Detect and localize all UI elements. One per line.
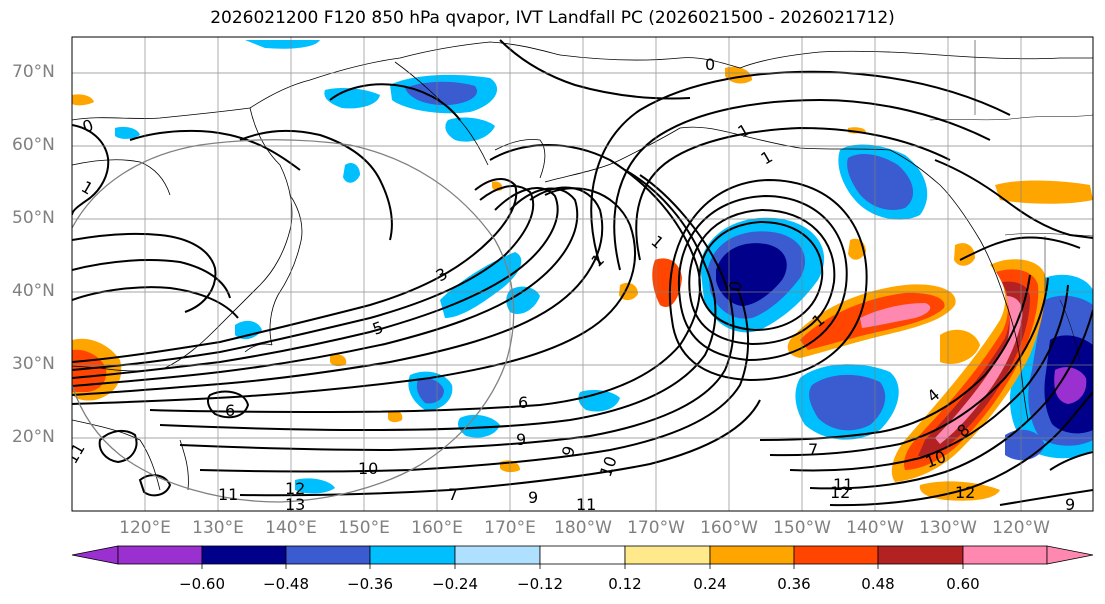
negative-anomaly-patch xyxy=(115,126,140,139)
lon-label: 130°E xyxy=(192,518,244,538)
contour-label: 0 xyxy=(705,55,715,74)
negative-anomaly-patch xyxy=(809,374,886,431)
colorbar-tick-label: −0.48 xyxy=(263,575,309,593)
contour-label: 9 xyxy=(516,430,526,449)
graticule xyxy=(72,37,1093,511)
negative-anomaly-patch xyxy=(1054,367,1087,404)
contour-label: 12 xyxy=(830,483,850,502)
positive-anomaly-patch xyxy=(904,269,1039,470)
negative-anomaly-patch xyxy=(245,40,320,49)
lon-label: 140°W xyxy=(846,518,904,538)
contour-label: 11 xyxy=(576,495,596,514)
contour-label: 10 xyxy=(358,459,378,478)
negative-anomaly-patch xyxy=(235,320,262,340)
negative-anomaly-patch xyxy=(324,87,380,109)
colorbar-segment xyxy=(793,545,879,565)
colorbar-extend-high xyxy=(1046,545,1094,565)
positive-anomaly-patch xyxy=(72,94,94,106)
colorbar-segment xyxy=(877,545,964,565)
colorbar-segment xyxy=(117,545,203,565)
positive-anomaly-patch xyxy=(940,329,980,365)
negative-anomaly-patch xyxy=(343,163,360,183)
lat-label: 60°N xyxy=(12,135,55,155)
colorbar-segment xyxy=(369,545,456,565)
positive-anomaly-patch xyxy=(954,243,975,266)
lon-label: 170°E xyxy=(484,518,536,538)
colorbar-tick-label: 0.36 xyxy=(777,575,811,593)
lon-label: 120°W xyxy=(992,518,1050,538)
negative-anomaly-patch xyxy=(506,286,540,315)
colorbar-segment xyxy=(709,545,795,565)
colorbar-tick-label: 0.12 xyxy=(608,575,642,593)
lon-label: 160°E xyxy=(411,518,463,538)
colorbar-tick-label: −0.60 xyxy=(179,575,225,593)
contour-label: 7 xyxy=(448,485,458,504)
contour-label: 9 xyxy=(1065,495,1075,514)
ivt-contours xyxy=(72,39,1093,507)
positive-anomaly-patch xyxy=(725,66,752,84)
positive-anomaly-patch xyxy=(652,258,682,307)
lat-label: 30°N xyxy=(12,354,55,374)
contour-label: 12 xyxy=(285,479,305,498)
anomaly-fills xyxy=(72,40,1093,501)
coastlines xyxy=(72,41,1093,491)
positive-anomaly-patch xyxy=(860,303,931,328)
colorbar-tick-marks xyxy=(201,564,964,569)
negative-anomaly-patch xyxy=(295,478,335,494)
lat-label: 40°N xyxy=(12,281,55,301)
positive-anomaly-patch xyxy=(388,410,403,423)
lon-label: 130°W xyxy=(919,518,977,538)
negative-anomaly-patch xyxy=(405,81,478,106)
colorbar xyxy=(71,545,1094,569)
colorbar-segment xyxy=(285,545,371,565)
colorbar-tick-label: 0.48 xyxy=(861,575,895,593)
colorbar-tick-label: −0.36 xyxy=(347,575,393,593)
colorbar-segment xyxy=(624,545,711,565)
contour-label: 12 xyxy=(955,483,975,502)
contour-label: 11 xyxy=(218,485,238,504)
negative-anomaly-patch xyxy=(458,414,500,438)
colorbar-segment xyxy=(201,545,287,565)
lon-label: 170°W xyxy=(627,518,685,538)
lon-label: 120°E xyxy=(119,518,171,538)
colorbar-segment xyxy=(962,545,1048,565)
colorbar-tick-label: 0.60 xyxy=(946,575,980,593)
contour-label: 0 xyxy=(725,279,745,292)
negative-anomaly-patch xyxy=(445,117,495,142)
lat-label: 50°N xyxy=(12,208,55,228)
colorbar-extend-low xyxy=(71,545,119,565)
contour-label: 7 xyxy=(808,440,818,459)
colorbar-tick-label: −0.12 xyxy=(517,575,563,593)
contour-label: 11 xyxy=(833,475,853,494)
lon-label: 180°W xyxy=(554,518,612,538)
colorbar-segment xyxy=(539,545,626,565)
political-borders xyxy=(929,40,1093,361)
lat-label: 70°N xyxy=(12,62,55,82)
contour-label: 9 xyxy=(528,488,538,507)
map-title: 2026021200 F120 850 hPa qvapor, IVT Land… xyxy=(210,8,895,28)
colorbar-tick-label: 0.24 xyxy=(693,575,727,593)
colorbar-tick-label: −0.24 xyxy=(432,575,478,593)
contour-label: 13 xyxy=(285,495,305,514)
positive-anomaly-patch xyxy=(918,281,1030,457)
lon-label: 160°W xyxy=(700,518,758,538)
positive-anomaly-patch xyxy=(330,354,347,367)
positive-anomaly-patch xyxy=(935,296,1023,444)
contour-label: 6 xyxy=(225,401,235,420)
positive-anomaly-patch xyxy=(995,180,1093,204)
map-frame xyxy=(71,36,1094,512)
contour-label: 6 xyxy=(518,393,528,412)
great-circle-arc xyxy=(72,139,515,503)
lon-label: 140°E xyxy=(265,518,317,538)
lon-label: 150°E xyxy=(338,518,390,538)
colorbar-segment xyxy=(454,545,541,565)
negative-anomaly-patch xyxy=(847,154,914,211)
negative-anomaly-patch xyxy=(716,243,787,306)
lon-label: 150°W xyxy=(773,518,831,538)
lat-label: 20°N xyxy=(12,427,55,447)
